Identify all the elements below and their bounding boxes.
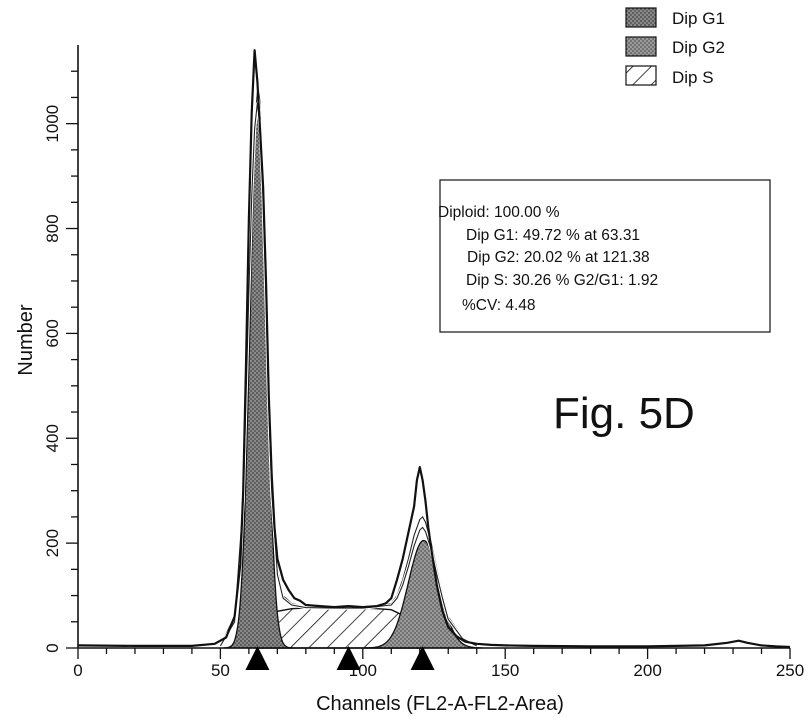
y-tick-label-0: 0 xyxy=(43,643,62,652)
x-tick-label-250: 250 xyxy=(776,661,804,680)
legend-label-dip-g2: Dip G2 xyxy=(672,38,725,57)
y-axis-title: Number xyxy=(15,304,37,375)
histogram-line xyxy=(77,49,791,649)
y-tick-label-800: 800 xyxy=(43,214,62,242)
series-area-dip-g1 xyxy=(223,90,293,649)
series-area-dip-g2 xyxy=(364,539,483,649)
plot-area xyxy=(77,49,791,649)
x-axis-title: Channels (FL2-A-FL2-Area) xyxy=(316,693,564,715)
peak-marker-63 xyxy=(245,646,270,670)
stats-dip-g1: Dip G1: 49.72 % at 63.31 xyxy=(466,227,640,244)
legend-label-dip-s: Dip S xyxy=(672,68,714,87)
peak-marker-95 xyxy=(336,646,361,670)
stats-diploid: Diploid: 100.00 % xyxy=(438,204,560,221)
legend: Dip G1 Dip G2 Dip S xyxy=(625,7,725,87)
legend-swatch-dip-g1 xyxy=(625,7,657,28)
y-tick-label-600: 600 xyxy=(43,319,62,347)
legend-swatch-dip-s xyxy=(625,65,657,86)
figure-label: Fig. 5D xyxy=(553,389,695,438)
y-tick-label-400: 400 xyxy=(43,424,62,452)
statistics-box-frame xyxy=(439,179,771,333)
y-tick-label-200: 200 xyxy=(43,529,62,557)
x-tick-label-50: 50 xyxy=(211,661,230,680)
peak-marker-121 xyxy=(410,646,435,670)
legend-swatch-dip-g2 xyxy=(625,36,657,57)
statistics-box: Diploid: 100.00 % Dip G1: 49.72 % at 63.… xyxy=(438,179,771,333)
legend-label-dip-g1: Dip G1 xyxy=(672,9,725,28)
x-tick-label-0: 0 xyxy=(73,661,82,680)
stats-dip-g2: Dip G2: 20.02 % at 121.38 xyxy=(467,249,650,266)
y-tick-label-1000: 1000 xyxy=(43,105,62,143)
stats-dip-s: Dip S: 30.26 % G2/G1: 1.92 xyxy=(466,272,658,289)
x-tick-label-200: 200 xyxy=(633,661,661,680)
x-tick-label-150: 150 xyxy=(491,661,519,680)
stats-cv: %CV: 4.48 xyxy=(462,297,536,314)
